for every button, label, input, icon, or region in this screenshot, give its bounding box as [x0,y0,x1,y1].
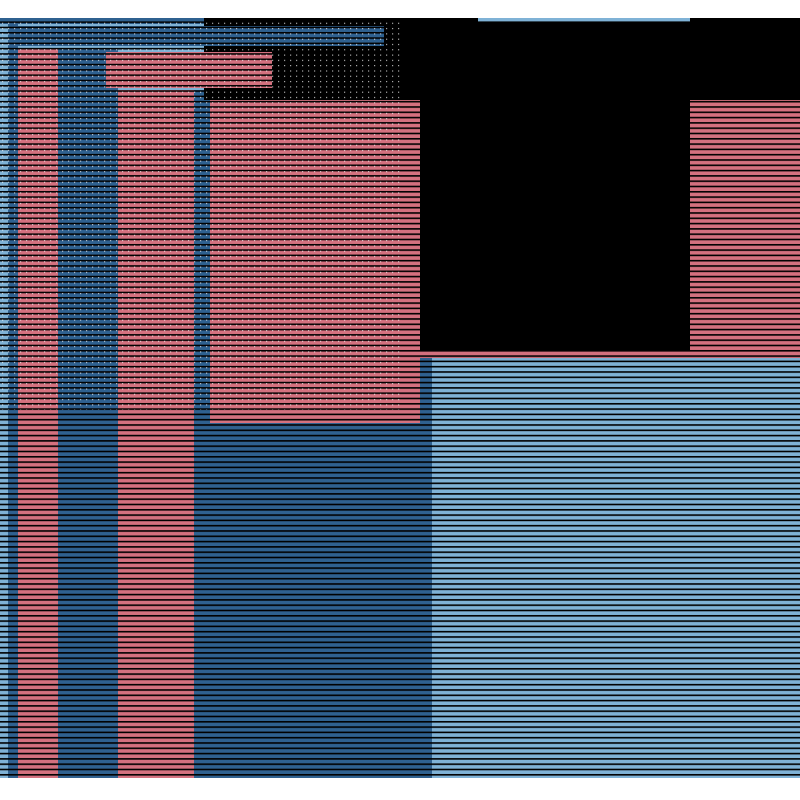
dot-overlay [0,20,400,410]
black-panel [420,100,690,350]
